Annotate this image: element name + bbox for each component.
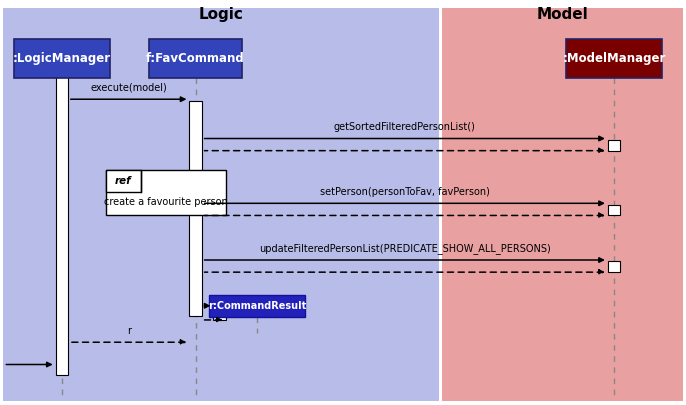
Text: create a favourite person: create a favourite person — [104, 197, 228, 207]
Text: ref: ref — [115, 176, 132, 186]
Bar — [189, 101, 202, 316]
Bar — [209, 295, 305, 317]
Bar — [566, 40, 662, 78]
Bar — [106, 170, 226, 215]
Text: getSortedFilteredPersonList(): getSortedFilteredPersonList() — [334, 122, 475, 132]
Bar — [442, 8, 683, 401]
Bar — [608, 261, 620, 272]
Bar — [213, 308, 226, 320]
Bar — [14, 40, 110, 78]
Bar — [608, 140, 620, 151]
Bar — [56, 67, 68, 375]
Bar — [106, 170, 141, 192]
Text: r:CommandResult: r:CommandResult — [208, 301, 307, 311]
Text: setPerson(personToFav, favPerson): setPerson(personToFav, favPerson) — [320, 187, 490, 197]
Text: :ModelManager: :ModelManager — [563, 52, 665, 65]
Bar — [149, 40, 241, 78]
Bar — [608, 205, 620, 215]
Text: r: r — [127, 326, 130, 336]
Text: :LogicManager: :LogicManager — [12, 52, 111, 65]
Text: Model: Model — [536, 6, 589, 22]
Bar — [3, 8, 439, 401]
Text: f:FavCommand: f:FavCommand — [146, 52, 245, 65]
Text: Logic: Logic — [199, 6, 244, 22]
Text: updateFilteredPersonList(PREDICATE_SHOW_ALL_PERSONS): updateFilteredPersonList(PREDICATE_SHOW_… — [259, 243, 551, 254]
Text: execute(model): execute(model) — [91, 83, 167, 93]
